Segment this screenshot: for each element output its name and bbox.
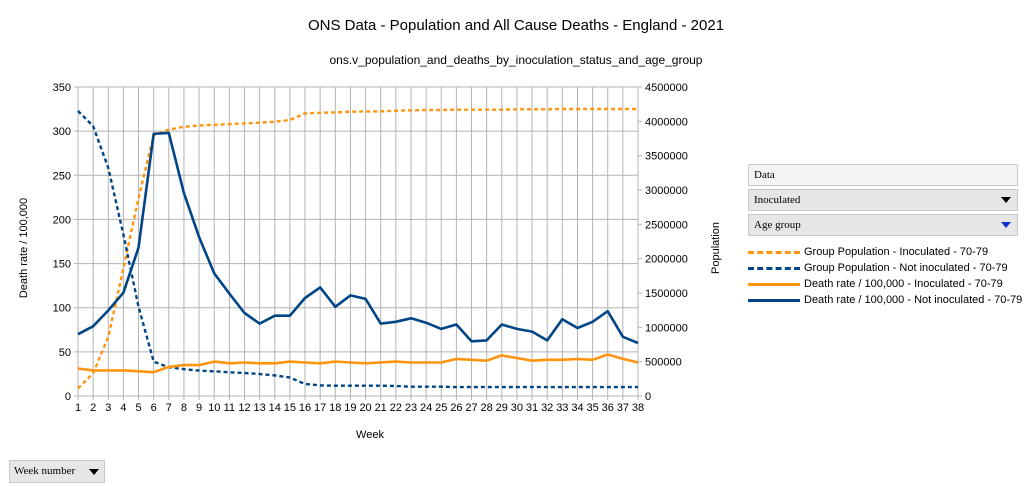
age-group-filter-label: Age group [754,219,801,231]
y-left-tick-label: 50 [59,347,71,359]
inoculated-filter-button[interactable]: Inoculated [748,189,1018,211]
x-tick-label: 27 [465,402,477,414]
week-number-field-button[interactable]: Week number [9,460,105,483]
dropdown-arrow-icon [1001,197,1011,203]
x-tick-label: 35 [586,402,598,414]
x-tick-label: 11 [224,402,235,414]
x-tick-label: 28 [481,402,493,414]
plot-area-border [77,86,639,397]
y-right-tick-label: 2500000 [645,219,688,231]
y-left-tick-label: 250 [53,170,71,182]
data-field-button[interactable]: Data [748,164,1018,186]
y-right-tick-label: 4500000 [645,82,688,94]
y-right-tick-label: 1000000 [645,322,688,334]
dropdown-arrow-icon [89,469,99,475]
y-left-tick-label: 300 [53,126,71,138]
x-tick-label: 37 [617,402,629,414]
series-line-3 [77,353,639,374]
x-tick-label: 38 [632,402,644,414]
x-tick-label: 25 [435,402,447,414]
x-tick-label: 30 [511,402,523,414]
y-left-tick-label: 350 [53,82,71,94]
x-tick-label: 23 [405,402,417,414]
y-right-tick-label: 4000000 [645,116,688,128]
y-right-tick-label: 0 [645,391,651,403]
y-left-tick-label: 0 [65,391,71,403]
y-right-tick-label: 2000000 [645,254,688,266]
legend-label: Group Population - Inoculated - 70-79 [804,246,989,258]
x-tick-label: 3 [105,402,111,414]
age-group-filter-button[interactable]: Age group [748,214,1018,236]
x-tick-label: 9 [196,402,202,414]
x-tick-label: 1 [75,402,81,414]
week-number-field-label: Week number [14,465,76,477]
x-tick-label: 21 [375,402,387,414]
x-tick-label: 7 [166,402,172,414]
y-left-tick-label: 100 [53,303,71,315]
x-tick-label: 17 [314,402,326,414]
x-tick-label: 33 [556,402,568,414]
x-tick-label: 29 [496,402,508,414]
x-tick-label: 10 [208,402,220,414]
y-right-tick-label: 500000 [645,357,682,369]
legend-swatch [748,251,800,254]
legend-swatch [748,283,800,286]
x-tick-label: 20 [359,402,371,414]
x-tick-label: 5 [135,402,141,414]
y-right-tick-label: 1500000 [645,288,688,300]
legend-swatch [748,299,800,302]
y-right-tick-label: 3000000 [645,185,688,197]
x-tick-label: 2 [90,402,96,414]
inoculated-filter-label: Inoculated [754,194,801,206]
legend-label: Group Population - Not inoculated - 70-7… [804,262,1008,274]
series-line-2 [77,110,638,389]
x-tick-label: 26 [450,402,462,414]
x-tick-label: 15 [284,402,296,414]
data-field-label: Data [754,169,775,181]
y-right-tick-label: 3500000 [645,151,688,163]
x-tick-label: 32 [541,402,553,414]
y-axis-left-title: Death rate / 100,000 [18,198,30,298]
x-tick-label: 24 [420,402,432,414]
series-lines [77,107,639,390]
y-left-tick-label: 150 [53,259,71,271]
y-left-tick-label: 200 [53,214,71,226]
x-tick-label: 36 [602,402,614,414]
x-tick-label: 14 [269,402,281,414]
x-tick-label: 6 [151,402,157,414]
x-tick-label: 22 [390,402,402,414]
x-tick-label: 18 [329,402,341,414]
legend-label: Death rate / 100,000 - Inoculated - 70-7… [804,278,1003,290]
legend-swatch [748,267,800,270]
legend-label: Death rate / 100,000 - Not inoculated - … [804,294,1023,306]
series-line-4 [77,131,639,345]
x-tick-label: 34 [571,402,583,414]
chart-subtitle: ons.v_population_and_deaths_by_inoculati… [330,53,703,67]
x-tick-label: 8 [181,402,187,414]
series-line-1 [77,107,638,390]
x-tick-label: 13 [253,402,265,414]
filter-active-arrow-icon [1001,222,1011,228]
x-tick-label: 4 [120,402,126,414]
y-axis-right-title: Population [710,222,722,274]
x-axis-title: Week [356,429,384,441]
x-tick-label: 31 [526,402,538,414]
x-tick-label: 19 [344,402,356,414]
x-tick-label: 16 [299,402,311,414]
x-tick-label: 12 [238,402,250,414]
chart-title: ONS Data - Population and All Cause Deat… [308,17,724,34]
